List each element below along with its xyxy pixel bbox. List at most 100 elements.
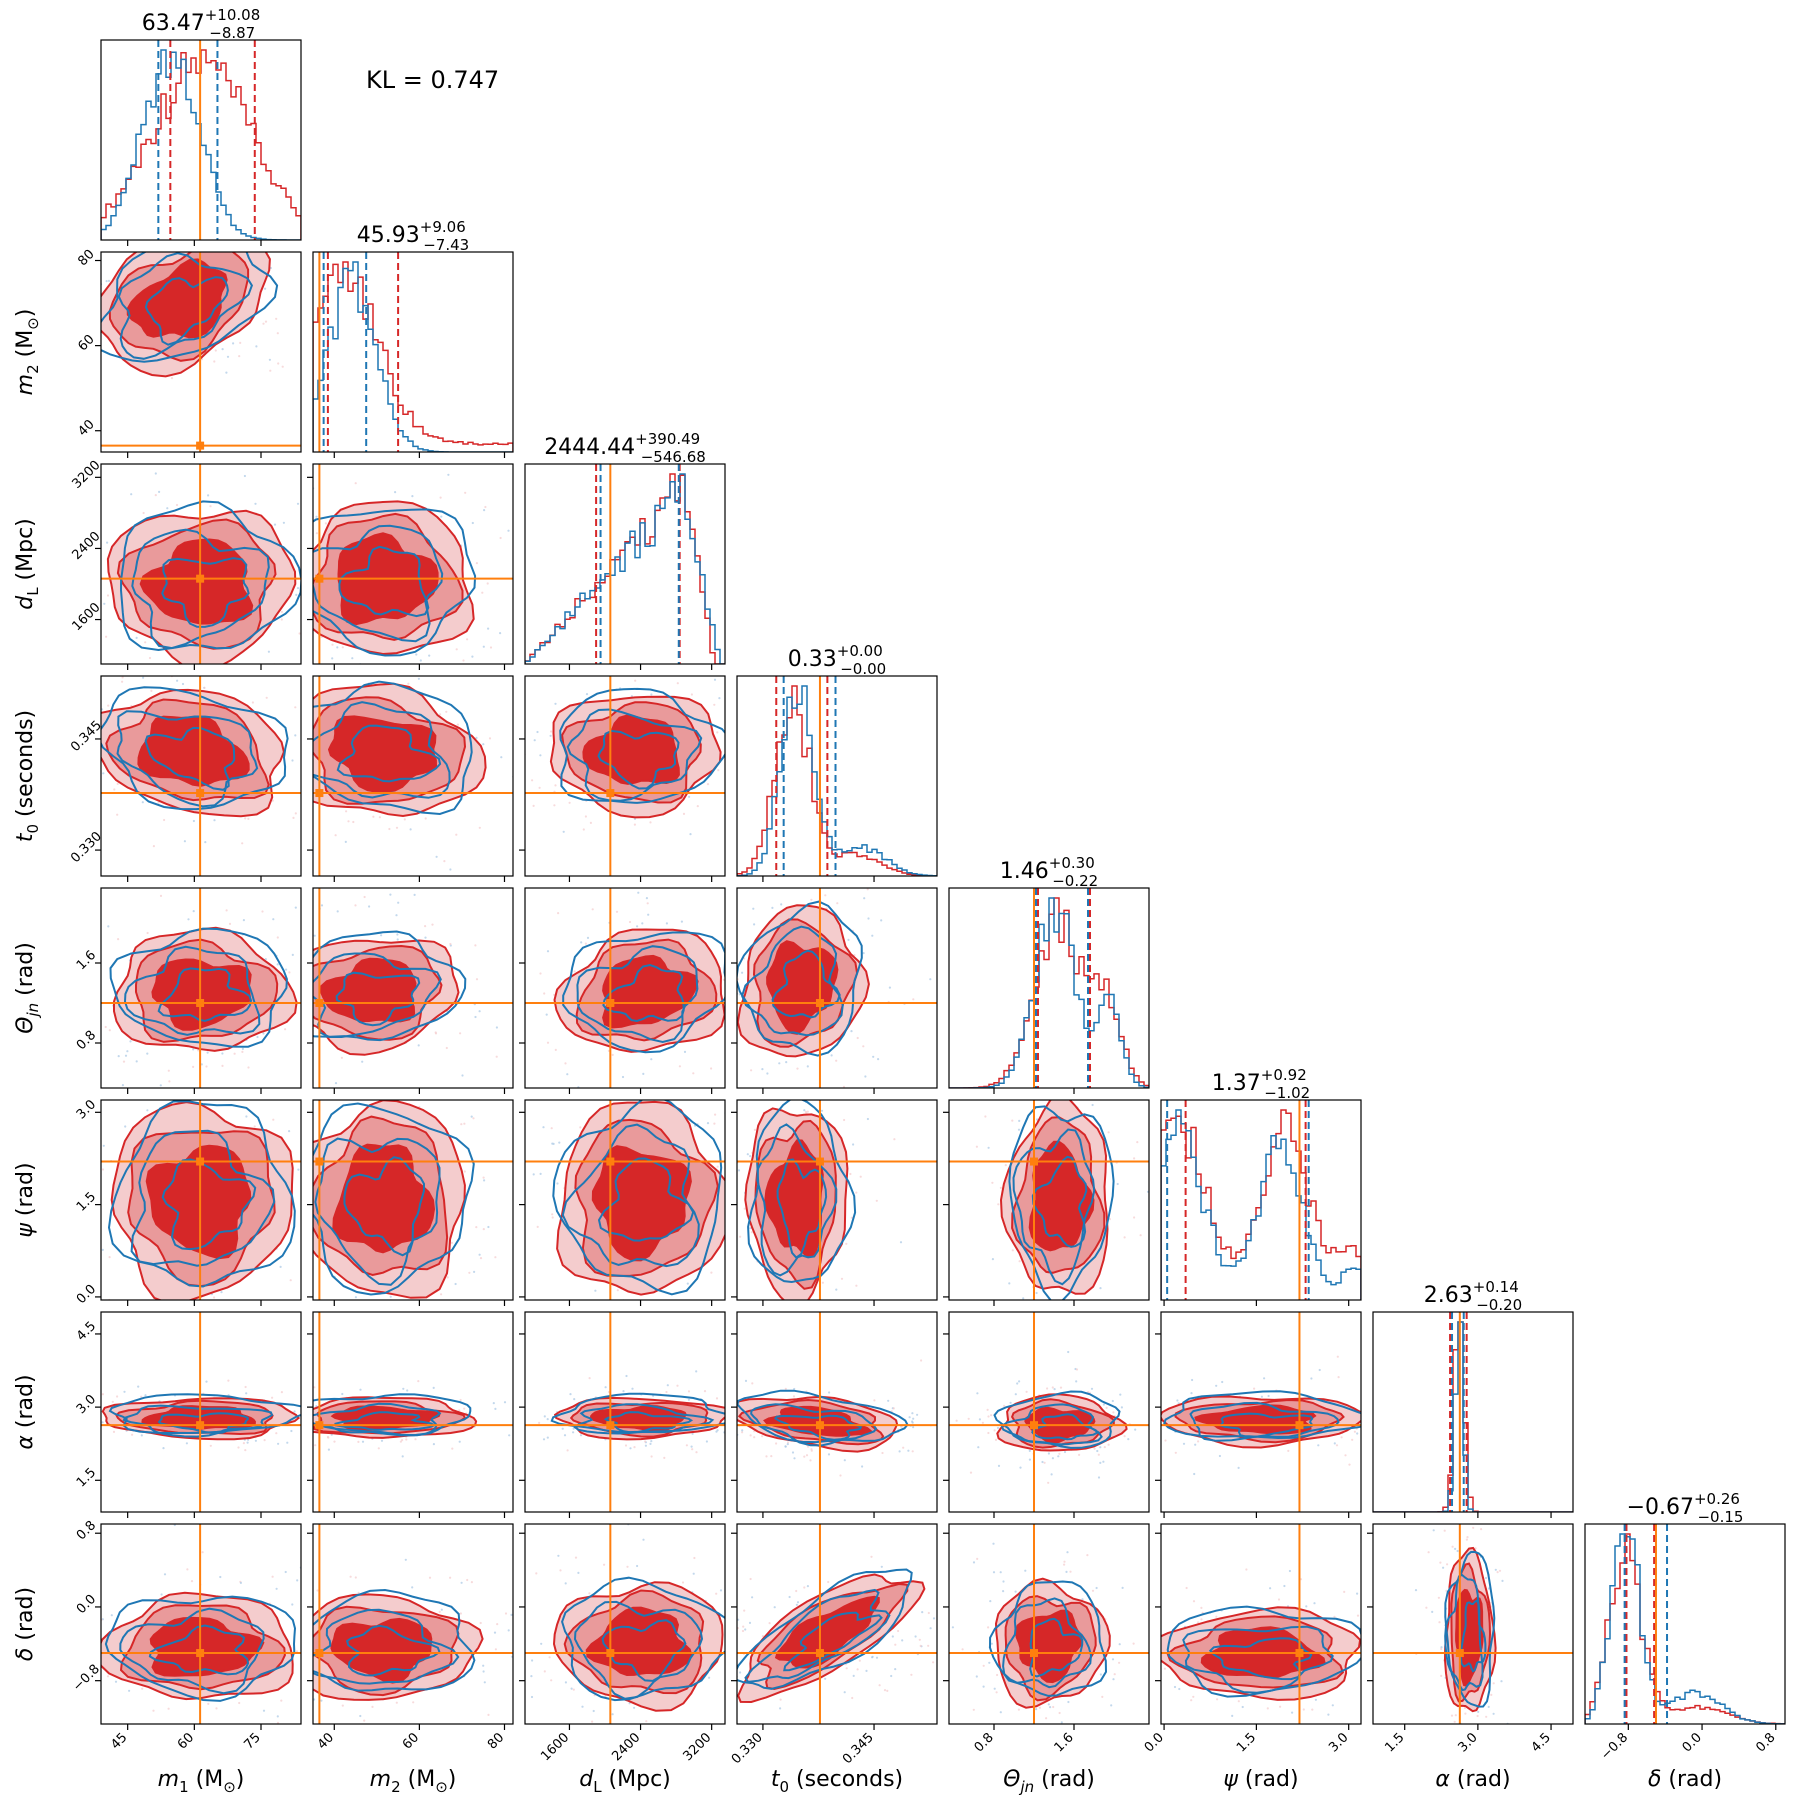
sample-point xyxy=(275,1432,277,1434)
sample-point xyxy=(255,1440,257,1442)
sample-point xyxy=(262,323,264,325)
title-minus: −0.22 xyxy=(1052,872,1098,890)
sample-point xyxy=(137,1386,139,1388)
sample-point xyxy=(976,1146,978,1148)
sample-point xyxy=(1175,1452,1177,1454)
sample-point xyxy=(1093,1309,1095,1311)
sample-point xyxy=(1193,1600,1195,1602)
sample-point xyxy=(87,1453,89,1455)
sample-point xyxy=(456,648,458,650)
sample-point xyxy=(881,1452,883,1454)
sample-point xyxy=(355,1296,357,1298)
sample-point xyxy=(1159,1601,1161,1603)
sample-point xyxy=(559,1331,561,1333)
sample-point xyxy=(1054,1388,1056,1390)
panel-title-alpha: 2.63+0.14−0.20 xyxy=(1424,1278,1522,1314)
sample-point xyxy=(531,1696,533,1698)
panel-title-delta: −0.67+0.26−0.15 xyxy=(1627,1490,1744,1526)
sample-point xyxy=(1100,1673,1102,1675)
sample-point xyxy=(96,1022,98,1024)
sample-point xyxy=(1449,1748,1451,1750)
sample-point xyxy=(521,1155,523,1157)
sample-point xyxy=(543,992,545,994)
title-minus: −0.20 xyxy=(1476,1296,1522,1314)
sample-point xyxy=(50,1615,52,1617)
truth-marker xyxy=(196,1158,204,1166)
sample-point xyxy=(451,1448,453,1450)
sample-point xyxy=(307,952,309,954)
sample-point xyxy=(446,1047,448,1049)
sample-point xyxy=(315,516,317,518)
sample-point xyxy=(859,1660,861,1662)
sample-point xyxy=(1434,1412,1436,1414)
sample-point xyxy=(1018,1709,1020,1711)
sample-point xyxy=(1197,1440,1199,1442)
sample-point xyxy=(1164,1439,1166,1441)
sample-point xyxy=(617,1289,619,1291)
sample-point xyxy=(938,1554,940,1556)
sample-point xyxy=(890,1675,892,1677)
sample-point xyxy=(785,1388,787,1390)
sample-point xyxy=(106,542,108,544)
sample-point xyxy=(1067,1351,1069,1353)
sample-point xyxy=(793,1395,795,1397)
sample-point xyxy=(708,1454,710,1456)
sample-point xyxy=(911,1412,913,1414)
sample-point xyxy=(1075,1083,1077,1085)
truth-marker xyxy=(315,1649,323,1657)
title-minus: −1.02 xyxy=(1264,1084,1310,1102)
sample-point xyxy=(801,1078,803,1080)
panel-title-dL: 2444.44+390.49−546.68 xyxy=(544,430,706,466)
sample-point xyxy=(304,1152,306,1154)
sample-point xyxy=(1029,1318,1031,1320)
sample-point xyxy=(1484,1753,1486,1755)
sample-point xyxy=(994,1688,996,1690)
sample-point xyxy=(137,1369,139,1371)
sample-point xyxy=(1051,1473,1053,1475)
sample-point xyxy=(307,848,309,850)
sample-point xyxy=(494,1256,496,1258)
sample-point xyxy=(747,832,749,834)
sample-point xyxy=(1126,1420,1128,1422)
sample-point xyxy=(775,1089,777,1091)
sample-point xyxy=(714,1114,716,1116)
sample-point xyxy=(255,1332,257,1334)
sample-point xyxy=(716,1397,718,1399)
sample-point xyxy=(1106,1407,1108,1409)
sample-point xyxy=(589,1377,591,1379)
sample-point xyxy=(867,1118,869,1120)
sample-point xyxy=(193,820,195,822)
sample-point xyxy=(1399,1421,1401,1423)
sample-point xyxy=(1341,1436,1343,1438)
sample-point xyxy=(305,1240,307,1242)
sample-point xyxy=(769,1716,771,1718)
sample-point xyxy=(463,1123,465,1125)
sample-point xyxy=(547,1437,549,1439)
sample-point xyxy=(987,1432,989,1434)
sample-point xyxy=(328,1449,330,1451)
sample-point xyxy=(542,1126,544,1128)
sample-point xyxy=(970,1472,972,1474)
sample-point xyxy=(372,816,374,818)
sample-point xyxy=(912,998,914,1000)
sample-point xyxy=(1186,1587,1188,1589)
sample-point xyxy=(342,1705,344,1707)
sample-point xyxy=(853,1675,855,1677)
sample-point xyxy=(735,1234,737,1236)
sample-point xyxy=(303,963,305,965)
sample-point xyxy=(362,1441,364,1443)
sample-point xyxy=(25,1585,27,1587)
sample-point xyxy=(44,1042,46,1044)
sample-point xyxy=(796,1068,798,1070)
sample-point xyxy=(449,943,451,945)
sample-point xyxy=(103,247,105,249)
sample-point xyxy=(140,667,142,669)
sample-point xyxy=(541,626,543,628)
sample-point xyxy=(1064,1451,1066,1453)
sample-point xyxy=(474,944,476,946)
sample-point xyxy=(508,1629,510,1631)
sample-point xyxy=(103,1145,105,1147)
sample-point xyxy=(459,1441,461,1443)
sample-point xyxy=(984,1115,986,1117)
